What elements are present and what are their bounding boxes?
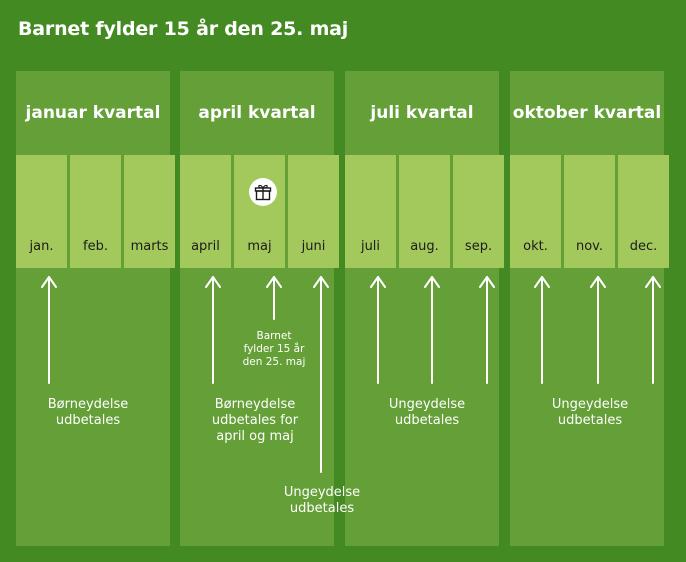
quarter-january: januar kvartal	[16, 71, 170, 546]
gift-icon	[249, 178, 277, 206]
month-nov: nov.	[564, 155, 615, 268]
page-title: Barnet fylder 15 år den 25. maj	[18, 18, 349, 40]
birthday-note-line: fylder 15 år	[243, 343, 305, 355]
month-feb: feb.	[70, 155, 121, 268]
arrow-apr	[205, 276, 221, 384]
month-jan: jan.	[16, 155, 67, 268]
note-q4: Ungeydelse udbetales	[535, 397, 645, 429]
month-label: aug.	[410, 239, 439, 254]
month-may: maj	[234, 155, 285, 268]
arrow-aug	[424, 276, 440, 384]
month-jun: juni	[288, 155, 339, 268]
note-june: Ungeydelse udbetales	[268, 485, 376, 517]
month-label: april	[191, 239, 220, 254]
note-line: udbetales for	[211, 413, 299, 428]
arrow-oct	[534, 276, 550, 384]
month-label: jan.	[29, 239, 54, 254]
quarter-july: juli kvartal	[345, 71, 499, 546]
month-label: okt.	[523, 239, 548, 254]
note-line: Ungeydelse	[283, 485, 361, 500]
arrow-jul	[370, 276, 386, 384]
note-line: Børneydelse	[214, 397, 296, 412]
arrow-may	[266, 276, 282, 320]
month-dec: dec.	[618, 155, 669, 268]
birthday-note-line: Barnet	[256, 330, 292, 342]
month-mar: marts	[124, 155, 175, 268]
birthday-note-line: den 25. maj	[242, 356, 306, 368]
month-label: juli	[360, 239, 381, 254]
month-label: dec.	[629, 239, 658, 254]
arrow-dec	[645, 276, 661, 384]
arrow-nov	[590, 276, 606, 384]
quarter-label: oktober kvartal	[512, 103, 662, 123]
quarter-label: januar kvartal	[25, 103, 161, 123]
note-line: Ungeydelse	[551, 397, 629, 412]
quarter-october: oktober kvartal	[510, 71, 664, 546]
note-q2: Børneydelse udbetales for april og maj	[200, 397, 310, 445]
note-q1: Børneydelse udbetales	[36, 397, 140, 429]
arrow-jan	[41, 276, 57, 384]
quarter-april: april kvartal	[180, 71, 334, 546]
month-label: sep.	[464, 239, 493, 254]
note-line: udbetales	[394, 413, 460, 428]
quarter-label: april kvartal	[198, 103, 316, 123]
month-sep: sep.	[453, 155, 504, 268]
month-label: juni	[301, 239, 326, 254]
note-line: udbetales	[289, 501, 355, 516]
month-aug: aug.	[399, 155, 450, 268]
month-jul: juli	[345, 155, 396, 268]
month-label: marts	[130, 239, 169, 254]
quarter-label: juli kvartal	[370, 103, 474, 123]
note-line: udbetales	[55, 413, 121, 428]
note-q3: Ungeydelse udbetales	[372, 397, 482, 429]
note-line: Ungeydelse	[388, 397, 466, 412]
birthday-note: Barnet fylder 15 år den 25. maj	[234, 330, 314, 369]
note-line: april og maj	[216, 429, 294, 444]
month-label: maj	[247, 239, 272, 254]
gift-icon-glyph	[254, 184, 272, 201]
month-apr: april	[180, 155, 231, 268]
note-line: udbetales	[557, 413, 623, 428]
arrow-sep	[479, 276, 495, 384]
month-label: nov.	[575, 239, 603, 254]
note-line: Børneydelse	[47, 397, 129, 412]
month-oct: okt.	[510, 155, 561, 268]
month-label: feb.	[83, 239, 108, 254]
arrow-jun	[313, 276, 329, 473]
